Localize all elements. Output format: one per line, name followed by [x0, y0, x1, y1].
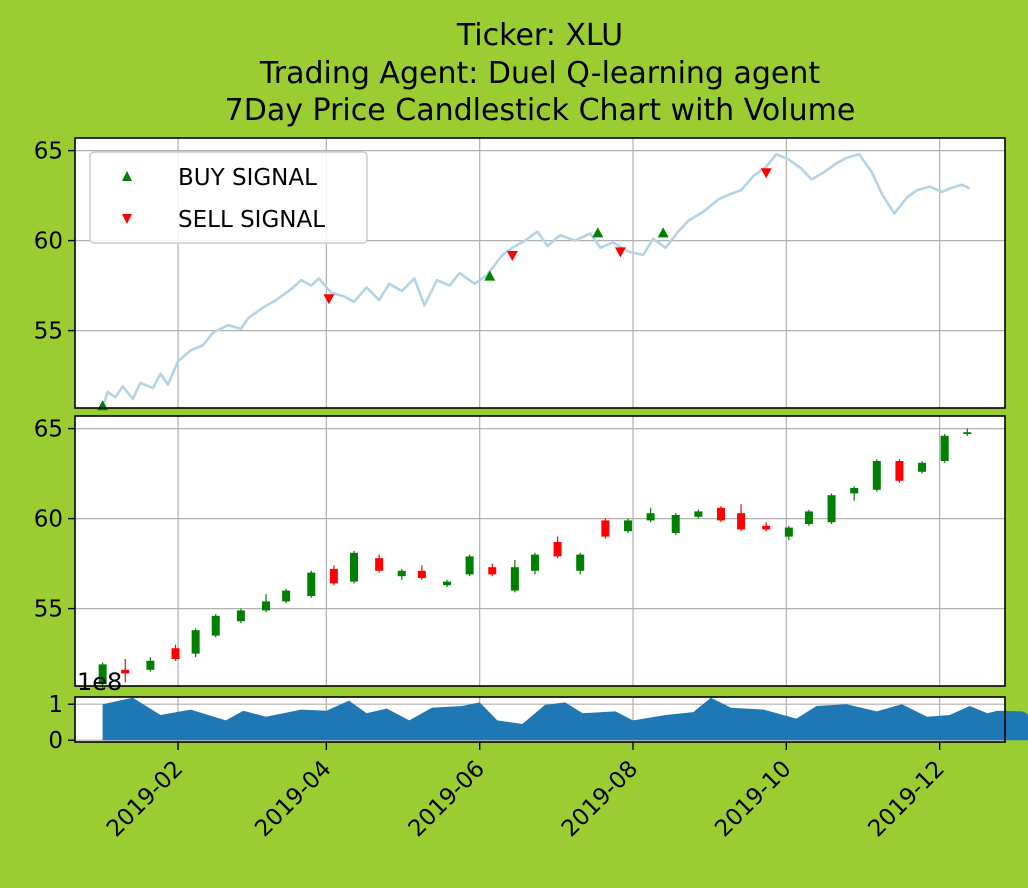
candle-y-tick-label: 60 — [34, 507, 63, 533]
candle-body — [307, 573, 315, 596]
candle-body — [762, 526, 770, 530]
candle-y-tick-label: 65 — [34, 417, 63, 443]
price-y-tick-label: 60 — [34, 229, 63, 255]
candle-body — [895, 461, 903, 481]
candle-body — [805, 511, 813, 524]
candle-body — [146, 661, 154, 670]
volume-y-tick-label: 1 — [48, 692, 63, 718]
candle-body — [282, 591, 290, 602]
candle-panel — [75, 416, 1005, 686]
volume-y-tick-label: 0 — [48, 728, 63, 754]
volume-offset-label: 1e8 — [77, 668, 122, 696]
candle-body — [375, 558, 383, 571]
candle-body — [237, 610, 245, 621]
candle-y-tick-label: 55 — [34, 597, 63, 623]
candle-body — [601, 520, 609, 536]
candle-body — [850, 488, 858, 493]
price-y-tick-label: 55 — [34, 319, 63, 345]
chart-title-line-1: Ticker: XLU — [456, 18, 623, 53]
candle-body — [443, 582, 451, 586]
candle-body — [330, 569, 338, 583]
candle-body — [694, 511, 702, 516]
x-tick-label: 2019-10 — [710, 756, 796, 842]
candle-body — [554, 542, 562, 556]
candle-body — [418, 571, 426, 578]
candle-body — [511, 567, 519, 590]
candle-body — [350, 553, 358, 582]
candle-body — [963, 432, 971, 434]
candle-body — [941, 436, 949, 461]
x-tick-label: 2019-02 — [102, 756, 188, 842]
candle-body — [717, 508, 725, 521]
x-tick-label: 2019-06 — [404, 756, 490, 842]
candle-body — [262, 601, 270, 610]
candle-body — [192, 630, 200, 653]
x-tick-label: 2019-04 — [250, 756, 336, 842]
candle-body — [828, 495, 836, 522]
candle-body — [488, 567, 496, 574]
candle-body — [531, 555, 539, 571]
legend-buy-label: BUY SIGNAL — [178, 165, 317, 191]
candle-body — [873, 461, 881, 490]
chart-title-line-2: Trading Agent: Duel Q-learning agent — [259, 56, 821, 91]
candle-body — [398, 571, 406, 576]
candle-body — [918, 463, 926, 472]
price-y-tick-label: 65 — [34, 139, 63, 165]
candle-body — [737, 513, 745, 529]
candle-body — [172, 648, 180, 659]
chart-title-line-3: 7Day Price Candlestick Chart with Volume — [225, 93, 856, 128]
candle-body — [785, 528, 793, 537]
candle-body — [576, 555, 584, 571]
x-tick-label: 2019-12 — [864, 756, 950, 842]
x-tick-label: 2019-08 — [557, 756, 643, 842]
legend: BUY SIGNAL SELL SIGNAL — [90, 152, 367, 243]
candle-body — [672, 515, 680, 533]
candle-body — [624, 520, 632, 531]
legend-sell-label: SELL SIGNAL — [178, 207, 325, 233]
candle-body — [212, 616, 220, 636]
candle-body — [466, 556, 474, 574]
candle-body — [647, 513, 655, 520]
candle-body — [121, 670, 129, 674]
